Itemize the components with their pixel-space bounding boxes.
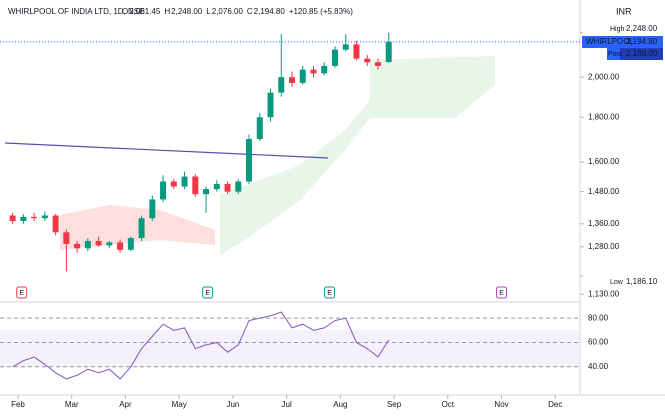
x-tick-label: Dec (548, 400, 562, 409)
candle-body (385, 41, 392, 62)
event-label: E (499, 290, 504, 297)
trend-line (4, 142, 329, 159)
price-value: 2,194.80 (626, 37, 658, 46)
ohlc-c: 2,194.80 (254, 7, 286, 16)
candle-body (353, 44, 360, 59)
candle-body (321, 65, 328, 74)
event-label: E (19, 290, 24, 297)
candle-body (52, 215, 59, 233)
ohlc-header: O 2,081.45 H 2,248.00 L 2,076.00 C 2,194.80 +120… (122, 7, 353, 16)
candle-body (342, 44, 349, 50)
x-tick-label: Feb (11, 400, 25, 409)
x-tick-label: Jun (226, 400, 239, 409)
candle-body (192, 176, 199, 195)
event-marker (16, 286, 28, 299)
price-tag (620, 48, 663, 60)
x-tick-label: Aug (333, 400, 347, 409)
event-label: E (205, 290, 210, 297)
price-name: WHIRLPOOL (586, 37, 635, 46)
cloud-green (220, 100, 370, 255)
candle-body (74, 243, 81, 249)
x-tick-label: Mar (65, 400, 79, 409)
y-tick-label: 1,480.00 (588, 187, 620, 196)
y-tick-label: 1,280.00 (588, 242, 620, 251)
candle-body (213, 184, 220, 190)
candle-body (63, 232, 70, 244)
price-name: Post (608, 51, 622, 58)
candle-body (331, 49, 338, 66)
candle-body (224, 184, 231, 192)
x-tick-label: Sep (387, 400, 402, 409)
candle-body (256, 117, 263, 139)
candle-body (127, 238, 134, 250)
y-tick-label: 1,130.00 (588, 289, 620, 298)
price-value: 2,248.00 (626, 24, 658, 33)
candle-body (41, 215, 48, 219)
candle-body (84, 240, 91, 249)
price-value: 2,186.00 (626, 49, 658, 58)
rsi-line (12, 311, 390, 380)
x-tick-label: Nov (494, 400, 508, 409)
price-name: High (610, 26, 625, 33)
candle-body (374, 62, 381, 66)
currency: INR (616, 6, 632, 16)
x-tick-label: Apr (119, 400, 132, 409)
ohlc-c_label: C (247, 7, 253, 16)
y-tick-label: 1,800.00 (588, 112, 620, 121)
ohlc-l_label: L (206, 7, 211, 16)
ohlc-change: +120.85 (+5.83%) (289, 7, 353, 16)
candle-body (278, 77, 285, 93)
symbol: WHIRLPOOL OF INDIA LTD, 1D, NSE (8, 7, 144, 16)
x-tick-label: Jul (282, 400, 292, 409)
candle-body (138, 218, 145, 239)
candle-body (181, 176, 188, 187)
rsi-band (0, 330, 580, 367)
x-tick-label: Oct (442, 400, 455, 409)
ohlc-o: 2,081.45 (129, 7, 161, 16)
rsi-tick-label: 60.00 (588, 338, 609, 347)
candle-body (170, 181, 177, 187)
candle-body (310, 69, 317, 74)
candle-body (149, 199, 156, 219)
ohlc-o_label: O (122, 7, 128, 16)
candle-body (299, 69, 306, 83)
candle-body (9, 215, 16, 222)
price-value: 1,186.10 (626, 277, 658, 286)
price-name: Low (610, 279, 624, 286)
candle-body (31, 216, 38, 219)
candle-body (364, 58, 371, 63)
candle-body (106, 242, 113, 246)
price-tag (582, 36, 663, 48)
event-label: E (327, 290, 332, 297)
ohlc-l: 2,076.00 (212, 7, 244, 16)
event-marker (324, 286, 336, 299)
candle-body (235, 181, 242, 192)
ohlc-h_label: H (164, 7, 170, 16)
cloud-green (370, 56, 495, 118)
rsi-tick-label: 80.00 (588, 313, 609, 322)
y-tick-label: 1,600.00 (588, 157, 620, 166)
price-tag-name (607, 48, 620, 60)
event-marker (202, 286, 214, 299)
y-tick-label: 2,000.00 (588, 72, 620, 81)
y-tick-label: 1,360.00 (588, 219, 620, 228)
candle-body (160, 181, 167, 200)
ohlc-h: 2,248.00 (171, 7, 203, 16)
candle-body (267, 92, 274, 118)
candle-body (20, 216, 27, 222)
rsi-tick-label: 40.00 (588, 362, 609, 371)
candle-body (95, 240, 102, 246)
candle-body (246, 138, 253, 182)
event-marker (496, 286, 508, 299)
candle-body (117, 242, 124, 250)
x-tick-label: May (172, 400, 187, 409)
candle-body (203, 189, 210, 195)
candle-body (289, 77, 296, 83)
